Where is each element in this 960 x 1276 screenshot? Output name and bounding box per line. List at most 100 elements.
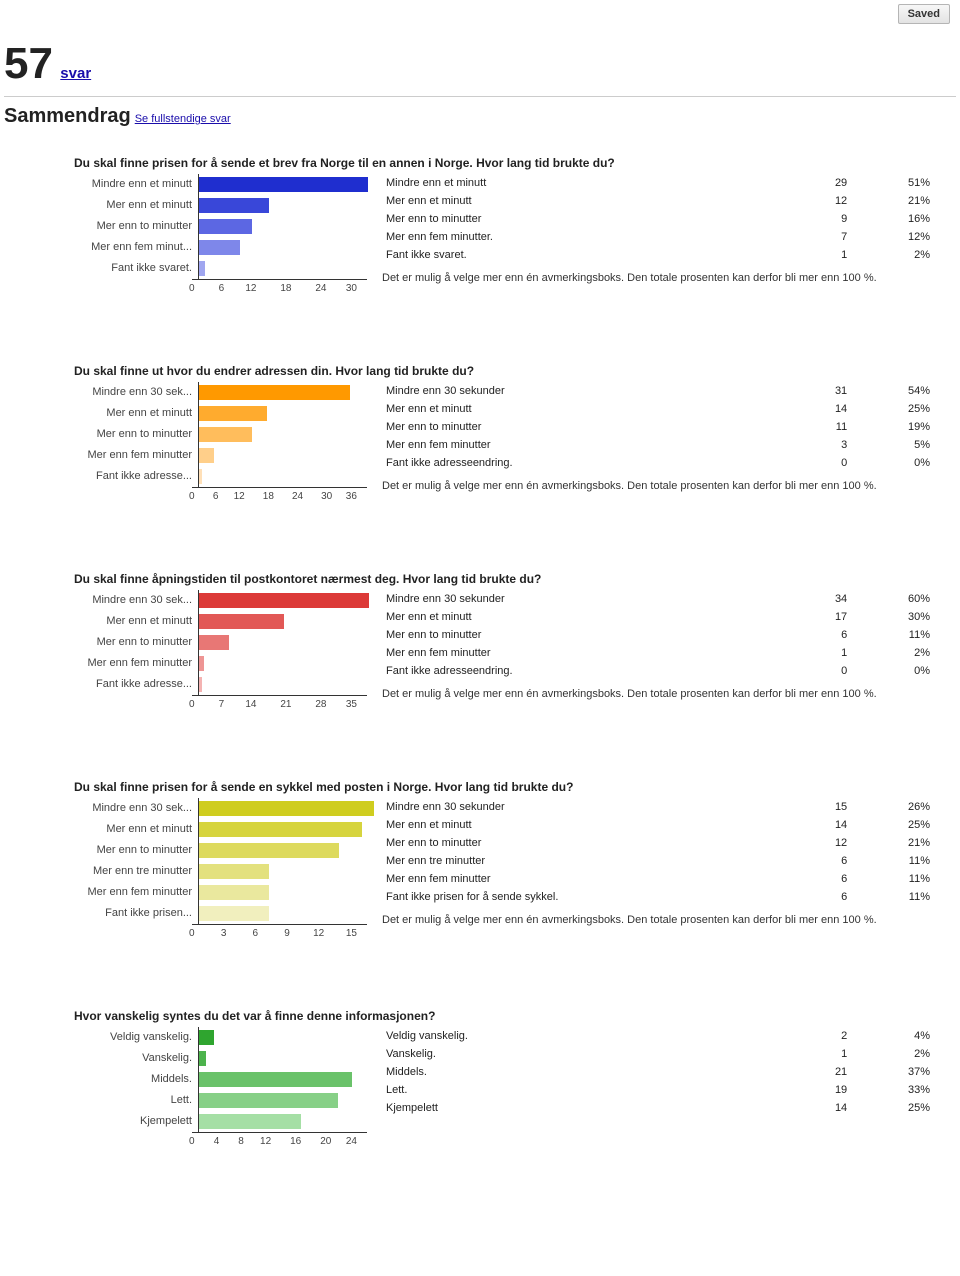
bar (199, 822, 362, 837)
bar-label: Mindre enn et minutt (74, 178, 198, 190)
x-axis-ticks: 0612182430 (192, 280, 367, 294)
row-count: 6 (768, 626, 851, 644)
bar (199, 1072, 352, 1087)
bar-row: Mer enn fem minutter (74, 445, 374, 466)
table-row: Mindre enn 30 sekunder3460% (382, 590, 934, 608)
row-count: 6 (768, 852, 851, 870)
row-label: Fant ikke adresseendring. (382, 662, 768, 680)
row-percent: 12% (851, 228, 934, 246)
bar-row: Mindre enn 30 sek... (74, 798, 374, 819)
full-responses-link[interactable]: Se fullstendige svar (135, 113, 231, 125)
bar-label: Mer enn tre minutter (74, 865, 198, 877)
bar-row: Mer enn to minutter (74, 632, 374, 653)
bar-label: Mer enn et minutt (74, 823, 198, 835)
row-count: 34 (768, 590, 851, 608)
bar-row: Middels. (74, 1069, 374, 1090)
question-block: Du skal finne prisen for å sende et brev… (74, 156, 944, 294)
row-count: 2 (768, 1027, 851, 1045)
row-percent: 2% (851, 246, 934, 264)
x-axis-ticks: 04812162024 (192, 1133, 367, 1147)
row-percent: 51% (851, 174, 934, 192)
responses-link[interactable]: svar (60, 65, 91, 82)
bar-row: Lett. (74, 1090, 374, 1111)
row-percent: 11% (851, 852, 934, 870)
row-label: Mer enn fem minutter (382, 436, 768, 454)
summary-heading: Sammendrag (4, 105, 131, 128)
row-count: 14 (768, 400, 851, 418)
bar (199, 593, 369, 608)
bar-row: Fant ikke adresse... (74, 674, 374, 695)
row-label: Mer enn et minutt (382, 192, 768, 210)
bar (199, 677, 202, 692)
row-count: 11 (768, 418, 851, 436)
row-label: Mindre enn et minutt (382, 174, 768, 192)
row-percent: 21% (851, 834, 934, 852)
question-title: Du skal finne prisen for å sende en sykk… (74, 780, 944, 794)
table-row: Mer enn et minutt1730% (382, 608, 934, 626)
bar (199, 906, 269, 921)
table-row: Fant ikke svaret.12% (382, 246, 934, 264)
bar (199, 198, 269, 213)
bar-label: Mer enn to minutter (74, 636, 198, 648)
bar-chart: Mindre enn 30 sek... Mer enn et minutt Mer… (74, 798, 374, 939)
bar-row: Mer enn fem minutter (74, 653, 374, 674)
bar (199, 614, 284, 629)
table-row: Fant ikke adresseendring.00% (382, 662, 934, 680)
row-percent: 4% (851, 1027, 934, 1045)
bar (199, 801, 374, 816)
row-percent: 11% (851, 870, 934, 888)
bar-row: Mindre enn 30 sek... (74, 590, 374, 611)
bar (199, 1093, 338, 1108)
table-row: Kjempelett1425% (382, 1099, 934, 1117)
row-label: Mer enn et minutt (382, 400, 768, 418)
bar (199, 240, 240, 255)
table-row: Veldig vanskelig.24% (382, 1027, 934, 1045)
row-label: Fant ikke adresseendring. (382, 454, 768, 472)
bar (199, 469, 202, 484)
bar-row: Fant ikke svaret. (74, 258, 374, 279)
row-count: 6 (768, 870, 851, 888)
row-label: Kjempelett (382, 1099, 768, 1117)
row-percent: 26% (851, 798, 934, 816)
row-count: 9 (768, 210, 851, 228)
row-label: Mer enn to minutter (382, 418, 768, 436)
bar (199, 656, 204, 671)
row-percent: 0% (851, 454, 934, 472)
response-table: Mindre enn 30 sekunder3154%Mer enn et mi… (382, 382, 934, 472)
question-title: Du skal finne ut hvor du endrer adressen… (74, 364, 944, 378)
bar-row: Mer enn to minutter (74, 424, 374, 445)
table-row: Mer enn et minutt1425% (382, 400, 934, 418)
bar-row: Mindre enn et minutt (74, 174, 374, 195)
bar-row: Mer enn to minutter (74, 840, 374, 861)
bar-label: Mer enn et minutt (74, 199, 198, 211)
response-table: Mindre enn 30 sekunder3460%Mer enn et mi… (382, 590, 934, 680)
table-row: Mer enn et minutt1221% (382, 192, 934, 210)
row-label: Mer enn et minutt (382, 608, 768, 626)
row-percent: 30% (851, 608, 934, 626)
bar-label: Mindre enn 30 sek... (74, 386, 198, 398)
row-percent: 25% (851, 1099, 934, 1117)
row-count: 6 (768, 888, 851, 906)
bar-label: Mindre enn 30 sek... (74, 594, 198, 606)
row-label: Vanskelig. (382, 1045, 768, 1063)
bar-row: Mer enn et minutt (74, 611, 374, 632)
table-row: Middels.2137% (382, 1063, 934, 1081)
row-percent: 2% (851, 1045, 934, 1063)
multi-select-note: Det er mulig å velge mer enn én avmerkin… (382, 688, 934, 700)
table-row: Mer enn to minutter916% (382, 210, 934, 228)
response-table: Mindre enn et minutt2951%Mer enn et minu… (382, 174, 934, 264)
summary-heading-row: Sammendrag Se fullstendige svar (4, 105, 956, 128)
row-label: Middels. (382, 1063, 768, 1081)
row-count: 0 (768, 662, 851, 680)
row-count: 29 (768, 174, 851, 192)
table-row: Mer enn tre minutter611% (382, 852, 934, 870)
row-label: Mer enn to minutter (382, 210, 768, 228)
bar (199, 219, 252, 234)
row-label: Veldig vanskelig. (382, 1027, 768, 1045)
bar (199, 1030, 214, 1045)
bar-label: Mer enn fem minutter (74, 886, 198, 898)
saved-button[interactable]: Saved (898, 4, 950, 24)
bar-row: Fant ikke adresse... (74, 466, 374, 487)
multi-select-note: Det er mulig å velge mer enn én avmerkin… (382, 272, 934, 284)
row-percent: 33% (851, 1081, 934, 1099)
